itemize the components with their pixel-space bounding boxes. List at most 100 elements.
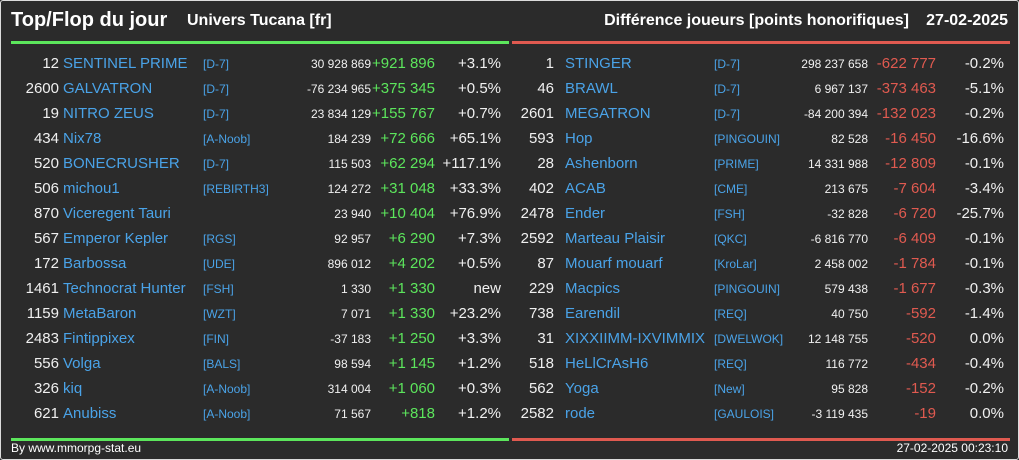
top-panel: 12 SENTINEL PRIME [D-7] 30 928 869 +921 896 +…: [11, 41, 509, 441]
score-difference: +62 294: [380, 155, 435, 172]
player-name-link[interactable]: ACAB: [565, 180, 606, 197]
alliance-link[interactable]: [FSH]: [714, 207, 745, 221]
top-row: 326 kiq [A-Noob] 314 004 +1 060 +0.3%: [11, 376, 509, 401]
player-rank: 2478: [520, 205, 554, 222]
player-name-link[interactable]: rode: [565, 405, 596, 422]
alliance-link[interactable]: [QKC]: [714, 232, 747, 246]
alliance-link[interactable]: [DWELWOK]: [714, 332, 784, 346]
player-score: 579 438: [824, 282, 868, 296]
player-name-link[interactable]: STINGER: [565, 55, 632, 72]
player-score: 12 148 755: [807, 332, 868, 346]
player-name-link[interactable]: XIXXIIMM-IXVIMMIX: [565, 330, 706, 347]
player-name-link[interactable]: HeLlCrAsH6: [565, 355, 649, 372]
player-rank: 229: [528, 280, 554, 297]
player-name-link[interactable]: NITRO ZEUS: [63, 105, 154, 122]
alliance-link[interactable]: [D-7]: [203, 107, 230, 121]
player-name-link[interactable]: Anubiss: [63, 405, 117, 422]
alliance-link[interactable]: [REQ]: [714, 357, 747, 371]
player-name-link[interactable]: MetaBaron: [63, 305, 137, 322]
player-name-link[interactable]: Fintippixex: [63, 330, 135, 347]
top-row: 621 Anubiss [A-Noob] 71 567 +818 +1.2%: [11, 401, 509, 426]
player-rank: 402: [528, 180, 554, 197]
player-name-link[interactable]: SENTINEL PRIME: [63, 55, 188, 72]
alliance-link[interactable]: [PINGOUIN]: [714, 282, 781, 296]
player-name-link[interactable]: Ender: [565, 205, 606, 222]
player-name-link[interactable]: Volga: [63, 355, 101, 372]
flop-row: 229 Macpics [PINGOUIN] 579 438 -1 677 -0.3%: [512, 276, 1010, 301]
alliance-link[interactable]: [A-Noob]: [203, 132, 251, 146]
player-name-link[interactable]: Hop: [565, 130, 593, 147]
alliance-link[interactable]: [D-7]: [714, 107, 741, 121]
player-score: 213 675: [824, 182, 868, 196]
player-name-link[interactable]: BONECRUSHER: [63, 155, 180, 172]
source-credit: By www.mmorpg-stat.eu: [11, 441, 142, 455]
player-score: 298 237 658: [801, 57, 868, 71]
alliance-link[interactable]: [New]: [714, 382, 745, 396]
player-name-link[interactable]: MEGATRON: [565, 105, 651, 122]
player-rank: 738: [528, 305, 554, 322]
player-name-link[interactable]: Technocrat Hunter: [63, 280, 186, 297]
player-rank: 2600: [25, 80, 59, 97]
top-row: 172 Barbossa [UDE] 896 012 +4 202 +0.5%: [11, 251, 509, 276]
score-difference: -6 720: [893, 205, 936, 222]
alliance-link[interactable]: [PINGOUIN]: [714, 132, 781, 146]
percent-change: +76.9%: [449, 205, 501, 222]
player-rank: 172: [33, 255, 59, 272]
player-name-link[interactable]: Nix78: [63, 130, 102, 147]
percent-change: -5.1%: [964, 80, 1004, 97]
player-name-link[interactable]: kiq: [63, 380, 83, 397]
alliance-link[interactable]: [D-7]: [203, 57, 230, 71]
score-difference: +375 345: [372, 80, 435, 97]
player-name-link[interactable]: BRAWL: [565, 80, 618, 97]
percent-change: +117.1%: [442, 155, 501, 172]
alliance-link[interactable]: [D-7]: [714, 82, 741, 96]
player-name-link[interactable]: Ashenborn: [565, 155, 638, 172]
player-name-link[interactable]: Barbossa: [63, 255, 127, 272]
player-name-link[interactable]: Earendil: [565, 305, 621, 322]
player-rank: 2601: [520, 105, 554, 122]
score-difference: +1 145: [388, 355, 435, 372]
player-rank: 434: [33, 130, 59, 147]
player-name-link[interactable]: GALVATRON: [63, 80, 153, 97]
player-rank: 2582: [520, 405, 554, 422]
alliance-link[interactable]: [BALS]: [203, 357, 241, 371]
player-name-link[interactable]: Viceregent Tauri: [63, 205, 171, 222]
alliance-link[interactable]: [D-7]: [203, 157, 230, 171]
player-rank: 19: [42, 105, 59, 122]
alliance-link[interactable]: [RGS]: [203, 232, 236, 246]
flop-panel: 1 STINGER [D-7] 298 237 658 -622 777 -0.2% 46 B…: [512, 41, 1010, 441]
alliance-link[interactable]: [FSH]: [203, 282, 234, 296]
percent-change: 0.0%: [969, 330, 1004, 347]
alliance-link[interactable]: [CME]: [714, 182, 748, 196]
alliance-link[interactable]: [D-7]: [714, 57, 741, 71]
player-score: -3 119 435: [811, 407, 869, 421]
alliance-link[interactable]: [D-7]: [203, 82, 230, 96]
alliance-link[interactable]: [A-Noob]: [203, 382, 251, 396]
player-name-link[interactable]: michou1: [63, 180, 120, 197]
score-difference: +1 330: [388, 280, 435, 297]
player-score: -32 828: [827, 207, 868, 221]
alliance-link[interactable]: [GAULOIS]: [714, 407, 775, 421]
player-name-link[interactable]: Macpics: [565, 280, 621, 297]
alliance-link[interactable]: [WZT]: [203, 307, 236, 321]
player-name-link[interactable]: Mouarf mouarf: [565, 255, 663, 272]
player-name-link[interactable]: Marteau Plaisir: [565, 230, 666, 247]
player-name-link[interactable]: Emperor Kepler: [63, 230, 169, 247]
player-rank: 2592: [520, 230, 554, 247]
top-row: 12 SENTINEL PRIME [D-7] 30 928 869 +921 896 +…: [11, 51, 509, 76]
player-name-link[interactable]: Yoga: [565, 380, 599, 397]
generated-timestamp: 27-02-2025 00:23:10: [896, 441, 1008, 455]
alliance-link[interactable]: [REBIRTH3]: [203, 182, 269, 196]
alliance-link[interactable]: [KroLar]: [714, 257, 757, 271]
percent-change: +0.7%: [458, 105, 501, 122]
flop-row: 46 BRAWL [D-7] 6 967 137 -373 463 -5.1%: [512, 76, 1010, 101]
percent-change: -0.2%: [964, 380, 1004, 397]
alliance-link[interactable]: [A-Noob]: [203, 407, 251, 421]
alliance-link[interactable]: [REQ]: [714, 307, 747, 321]
alliance-link[interactable]: [FIN]: [203, 332, 229, 346]
flop-row: 1 STINGER [D-7] 298 237 658 -622 777 -0.2%: [512, 51, 1010, 76]
alliance-link[interactable]: [PRIME]: [714, 157, 759, 171]
flop-row: 738 Earendil [REQ] 40 750 -592 -1.4%: [512, 301, 1010, 326]
alliance-link[interactable]: [UDE]: [203, 257, 236, 271]
flop-row: 402 ACAB [CME] 213 675 -7 604 -3.4%: [512, 176, 1010, 201]
